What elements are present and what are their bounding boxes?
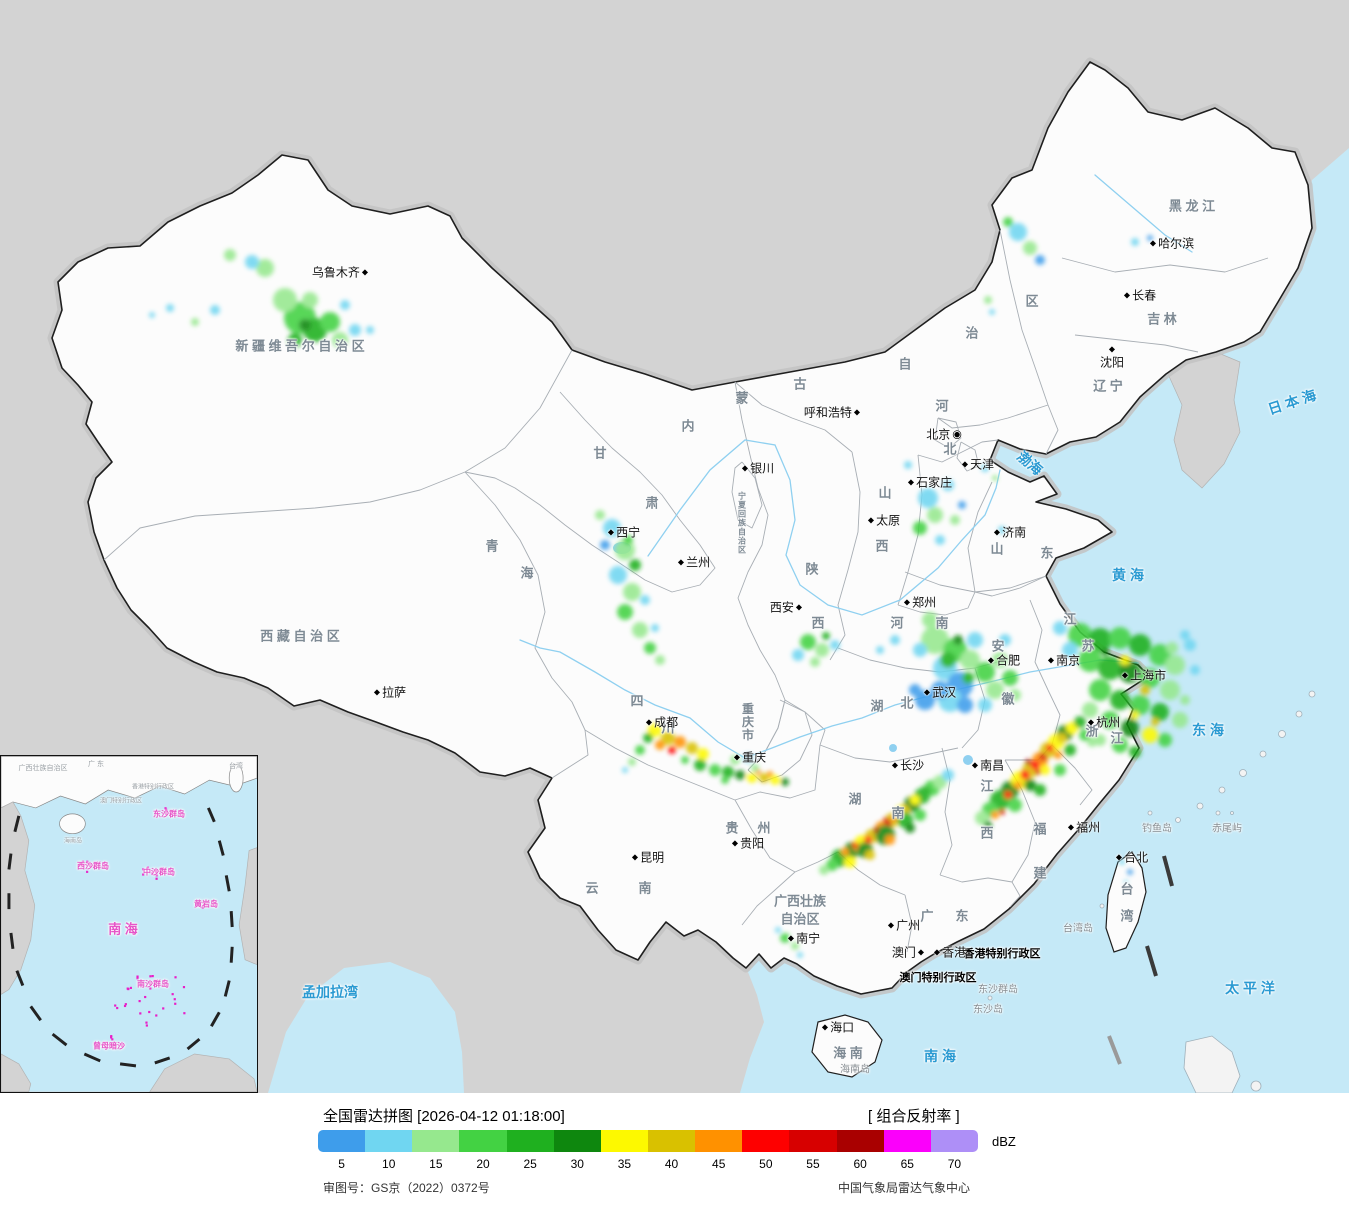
bay-of-bengal-area bbox=[268, 962, 464, 1093]
colorbar-cell-10dbz bbox=[365, 1130, 413, 1152]
colorbar-cell-25dbz bbox=[506, 1130, 554, 1152]
inset-hainan bbox=[59, 813, 86, 835]
colorbar-tick: 10 bbox=[382, 1157, 396, 1171]
inset-malay bbox=[1, 1053, 32, 1092]
small-island bbox=[1250, 1080, 1262, 1092]
colorbar-tick: 70 bbox=[947, 1157, 962, 1171]
colorbar-tick: 30 bbox=[570, 1157, 584, 1171]
inset-taiwan bbox=[228, 763, 244, 793]
colorbar-cell-45dbz bbox=[695, 1130, 743, 1152]
china-radar-map bbox=[0, 0, 1349, 1093]
inset-vietnam bbox=[1, 801, 36, 995]
colorbar-tick: 50 bbox=[759, 1157, 773, 1171]
colorbar-cell-40dbz bbox=[647, 1130, 696, 1152]
source-text: 中国气象局雷达气象中心 bbox=[838, 1181, 971, 1195]
colorbar-tick: 65 bbox=[900, 1157, 914, 1171]
colorbar-tick: 35 bbox=[617, 1157, 632, 1171]
island-speck-layer bbox=[79, 807, 208, 1041]
colorbar-cell-50dbz bbox=[742, 1130, 790, 1152]
boundary-dash-lines bbox=[1107, 855, 1174, 1065]
philippines-island bbox=[1183, 1035, 1241, 1093]
colorbar-tick: 20 bbox=[476, 1157, 490, 1171]
colorbar-tick: 45 bbox=[712, 1157, 726, 1171]
ryukyu-islands bbox=[987, 690, 1316, 1001]
inset-map bbox=[1, 756, 257, 1092]
nine-dash-line bbox=[7, 807, 234, 1068]
inset-philippines bbox=[238, 847, 257, 966]
colorbar-tick: 60 bbox=[853, 1157, 867, 1171]
colorbar-ticks: 5 10 15 20 25 30 35 40 45 50 55 60 65 70 bbox=[318, 1157, 978, 1171]
colorbar-cell-15dbz bbox=[412, 1130, 460, 1152]
colorbar-cell-70dbz bbox=[930, 1130, 978, 1152]
radar-echo-layer bbox=[149, 217, 1200, 958]
hainan-island-shape bbox=[811, 1014, 883, 1078]
inset-mainland bbox=[1, 756, 257, 809]
china-territory bbox=[51, 61, 1313, 995]
unit-label: dBZ bbox=[992, 1134, 1016, 1149]
colorbar-tick: 25 bbox=[523, 1157, 537, 1171]
colorbar-cell-20dbz bbox=[459, 1130, 507, 1152]
product-label: [ 组合反射率 ] bbox=[868, 1108, 960, 1125]
colorbar-cell-35dbz bbox=[600, 1130, 648, 1152]
map-title: 全国雷达拼图 [2026-04-12 01:18:00] bbox=[323, 1108, 565, 1125]
colorbar-tick: 5 bbox=[338, 1157, 345, 1171]
colorbar-tick: 15 bbox=[429, 1157, 443, 1171]
colorbar-cell-30dbz bbox=[553, 1130, 601, 1152]
colorbar-tick: 40 bbox=[664, 1157, 679, 1171]
taiwan-island-shape bbox=[1105, 851, 1147, 953]
province-boundaries bbox=[103, 229, 1269, 953]
colorbar-cell-60dbz bbox=[836, 1130, 884, 1152]
license-text: 审图号：GS京（2022）0372号 bbox=[323, 1181, 490, 1195]
legend-bar: 全国雷达拼图 [2026-04-12 01:18:00] [ 组合反射率 ] d… bbox=[0, 1093, 1349, 1208]
reflectivity-colorbar bbox=[318, 1130, 978, 1152]
colorbar-cell-65dbz bbox=[883, 1130, 931, 1152]
colorbar-tick: 55 bbox=[806, 1157, 820, 1171]
inset-borneo bbox=[149, 1053, 257, 1092]
colorbar-cell-5dbz bbox=[318, 1130, 366, 1152]
south-china-sea-inset: 南 海东沙群岛 中沙群岛 西沙群岛 黄岩岛 南沙群岛 曾母暗沙 广西壮族自治区广 东香港特别… bbox=[0, 755, 258, 1093]
colorbar-cell-55dbz bbox=[789, 1130, 837, 1152]
